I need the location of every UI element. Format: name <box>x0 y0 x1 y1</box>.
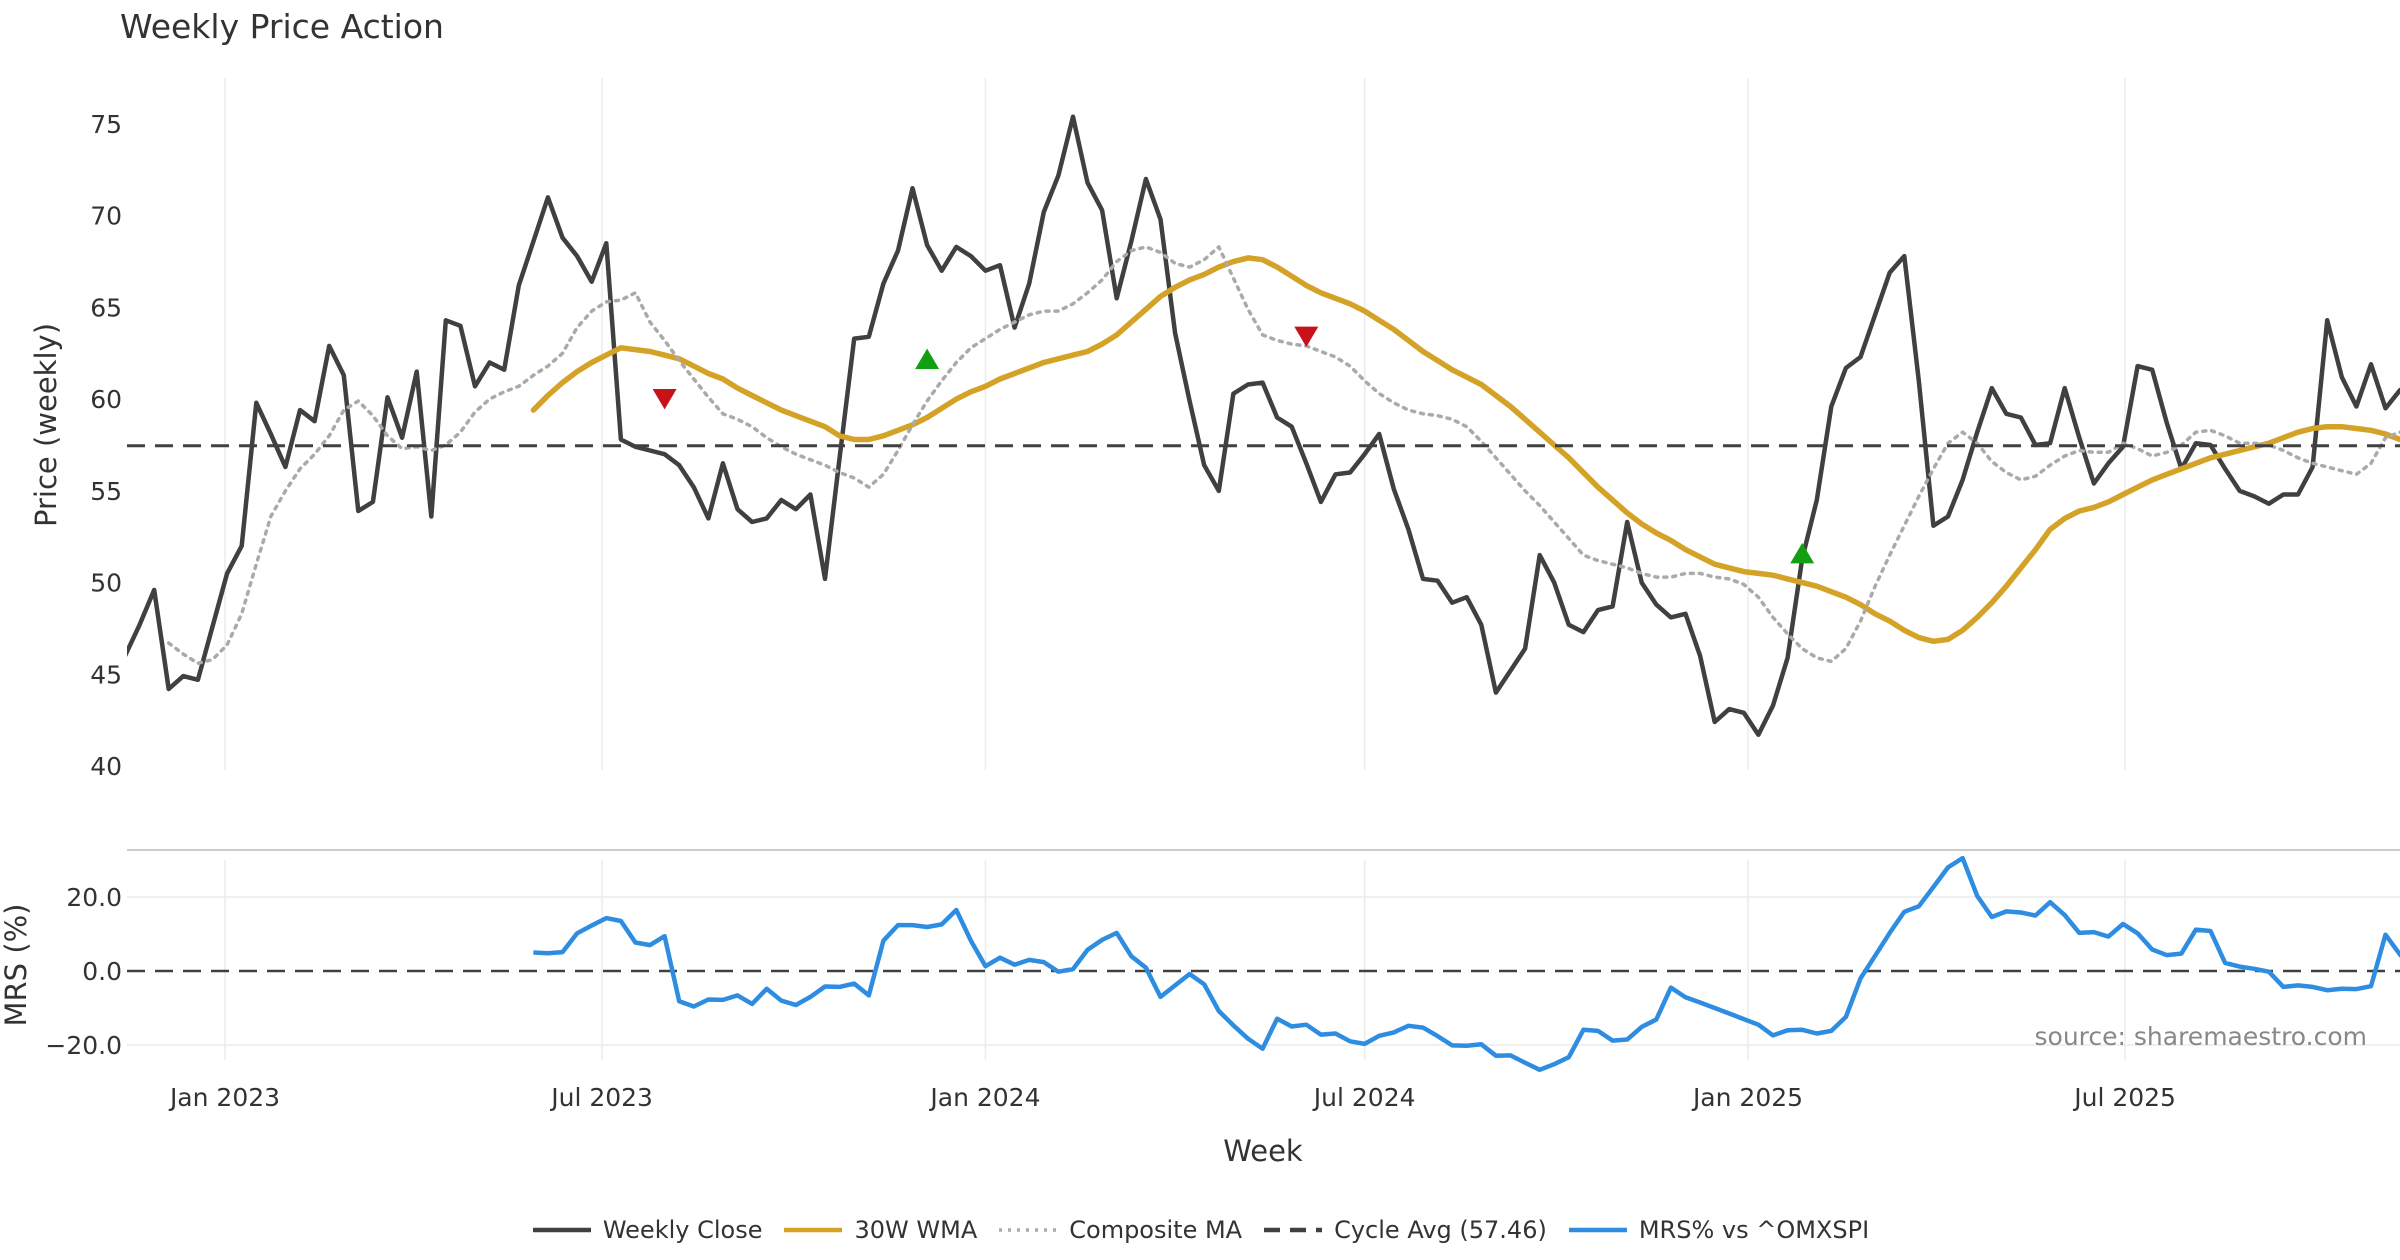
price-y-tick-55: 55 <box>90 477 122 506</box>
legend-label: Weekly Close <box>602 1216 763 1244</box>
x-tick-4: Jan 2025 <box>1691 1083 1803 1112</box>
legend-item-1: 30W WMA <box>782 1216 977 1244</box>
price-panel-series <box>127 114 2400 738</box>
mrs-y-tick-2: 20.0 <box>66 883 122 912</box>
price-y-tick-75: 75 <box>90 110 122 139</box>
series-30w-wma <box>530 255 2400 645</box>
legend-label: 30W WMA <box>854 1216 978 1244</box>
price-panel-gridlines <box>224 78 2126 770</box>
price-y-tick-45: 45 <box>90 660 122 689</box>
price-y-axis-label: Price (weekly) <box>29 323 63 527</box>
legend-label: Cycle Avg (57.46) <box>1334 1216 1547 1244</box>
legend-label: MRS% vs ^OMXSPI <box>1638 1216 1870 1244</box>
legend-item-3: Cycle Avg (57.46) <box>1262 1216 1547 1244</box>
mrs-panel-series <box>127 855 2400 1073</box>
buy-signal-marker-1 <box>915 348 940 369</box>
x-axis-label: Week <box>1223 1134 1303 1168</box>
x-tick-3: Jul 2024 <box>1312 1083 1416 1112</box>
legend-swatch <box>1568 1227 1627 1233</box>
legend-label: Composite MA <box>1069 1216 1243 1244</box>
legend-swatch <box>1264 1227 1323 1233</box>
legend-item-4: MRS% vs ^OMXSPI <box>1567 1216 1869 1244</box>
mrs-y-tick-0: −20.0 <box>45 1031 122 1060</box>
price-y-tick-70: 70 <box>90 202 122 231</box>
x-tick-2: Jan 2024 <box>928 1083 1040 1112</box>
price-y-tick-65: 65 <box>90 293 122 322</box>
mrs-y-axis-label: MRS (%) <box>0 904 33 1027</box>
series-mrs-vs-omxspi <box>533 855 2400 1073</box>
mrs-y-tick-1: 0.0 <box>82 957 122 986</box>
price-y-tick-50: 50 <box>90 569 122 598</box>
legend-item-2: Composite MA <box>997 1216 1242 1244</box>
source-annotation: source: sharemaestro.com <box>2035 1022 2368 1051</box>
legend: Weekly Close 30W WMA Composite MA Cycle Avg… <box>0 1210 2400 1250</box>
legend-swatch <box>532 1227 591 1233</box>
price-y-tick-40: 40 <box>90 752 122 781</box>
buy-signal-marker-3 <box>1790 543 1815 564</box>
signal-markers <box>652 326 1815 564</box>
x-tick-0: Jan 2023 <box>168 1083 280 1112</box>
x-tick-5: Jul 2025 <box>2072 1083 2176 1112</box>
legend-item-0: Weekly Close <box>531 1216 763 1244</box>
series-composite-ma <box>166 245 2400 666</box>
x-tick-labels: Jan 2023 Jul 2023 Jan 2024 Jul 2024 Jan 2025… <box>168 1083 2176 1112</box>
legend-swatch <box>999 1228 1058 1232</box>
x-tick-1: Jul 2023 <box>549 1083 653 1112</box>
legend-swatch <box>784 1227 843 1233</box>
sell-signal-marker-2 <box>1294 326 1319 347</box>
sell-signal-marker-0 <box>652 388 677 410</box>
series-weekly-close <box>127 114 2400 738</box>
price-y-tick-labels: 40 45 50 55 60 65 70 75 <box>90 110 122 781</box>
mrs-y-tick-labels: −20.0 0.0 20.0 <box>45 883 122 1060</box>
chart-title: Weekly Price Action <box>120 7 444 46</box>
price-y-tick-60: 60 <box>90 385 122 414</box>
